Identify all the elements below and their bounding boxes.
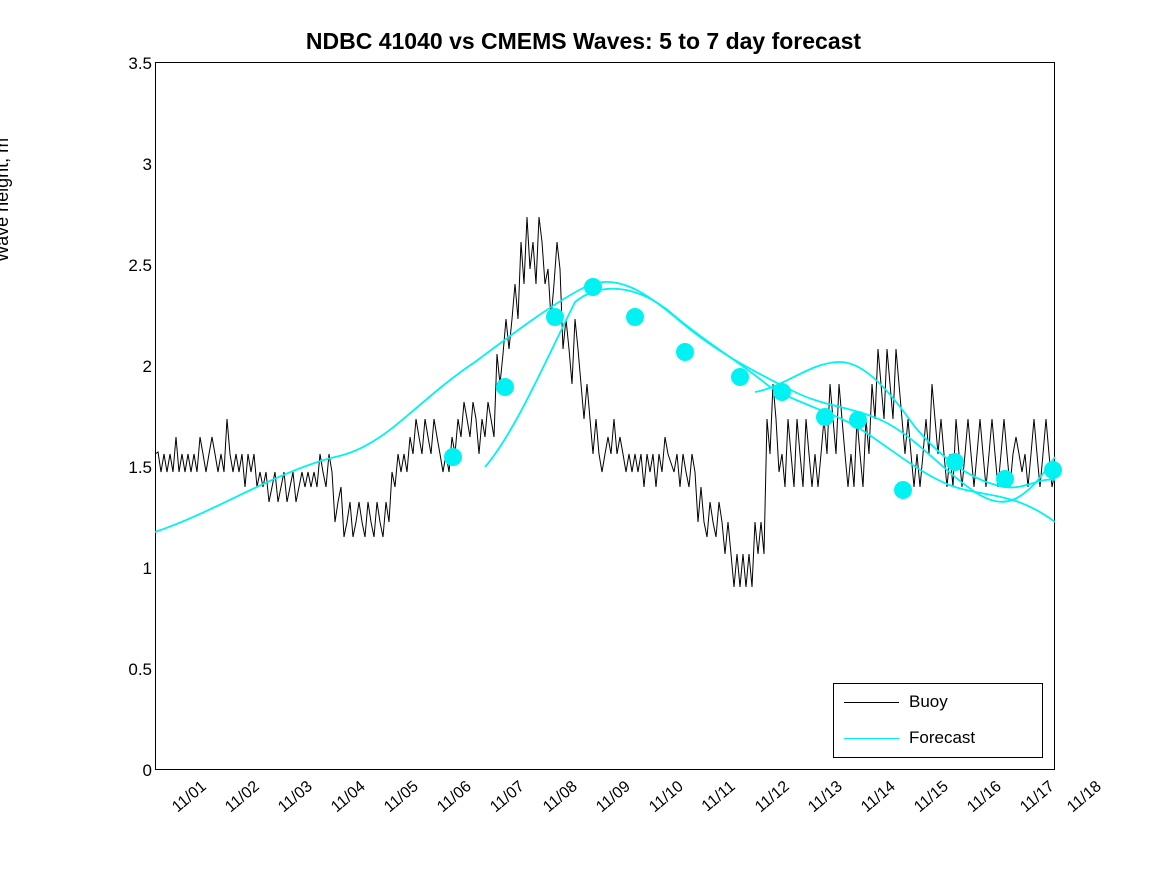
forecast-legend-line: [844, 738, 899, 739]
xtick-8: 11/09: [593, 778, 634, 817]
forecast-dot-5[interactable]: [676, 343, 694, 361]
forecast-legend-label: Forecast: [909, 728, 975, 748]
forecast-dot-13[interactable]: [1044, 461, 1062, 479]
forecast-dot-7[interactable]: [773, 383, 791, 401]
ytick-3.5: 3.5: [112, 54, 152, 74]
ytick-1.5: 1.5: [112, 458, 152, 478]
xtick-14: 11/15: [911, 778, 952, 817]
forecast-dot-9[interactable]: [849, 411, 867, 429]
forecast-dot-12[interactable]: [996, 470, 1014, 488]
xtick-10: 11/11: [699, 778, 739, 816]
chart-legend[interactable]: Buoy Forecast: [833, 683, 1043, 758]
legend-item-buoy[interactable]: Buoy: [834, 684, 1042, 720]
chart-title: NDBC 41040 vs CMEMS Waves: 5 to 7 day fo…: [0, 28, 1167, 55]
forecast-dot-8[interactable]: [816, 408, 834, 426]
xtick-2: 11/03: [275, 778, 316, 817]
forecast-dot-0[interactable]: [444, 448, 462, 466]
xtick-4: 11/05: [381, 778, 422, 817]
ytick-2: 2: [112, 357, 152, 377]
xtick-1: 11/02: [222, 778, 263, 817]
forecast-dot-10[interactable]: [894, 481, 912, 499]
xtick-7: 11/08: [540, 778, 581, 817]
wave-height-plot[interactable]: [155, 62, 1055, 770]
xtick-17: 11/18: [1064, 778, 1105, 817]
forecast-dot-6[interactable]: [731, 368, 749, 386]
forecast-dot-3[interactable]: [584, 278, 602, 296]
ytick-3: 3: [112, 155, 152, 175]
forecast-dot-1[interactable]: [496, 378, 514, 396]
forecast-curve-3[interactable]: [755, 362, 1055, 487]
xtick-11: 11/12: [752, 778, 793, 817]
forecast-curve-1[interactable]: [155, 282, 1055, 532]
buoy-series-line[interactable]: [155, 217, 1025, 587]
ytick-2.5: 2.5: [112, 256, 152, 276]
xtick-15: 11/16: [964, 778, 1005, 817]
buoy-legend-label: Buoy: [909, 692, 948, 712]
chart-container: NDBC 41040 vs CMEMS Waves: 5 to 7 day fo…: [0, 0, 1167, 875]
xtick-13: 11/14: [858, 778, 899, 817]
legend-item-forecast[interactable]: Forecast: [834, 720, 1042, 756]
xtick-16: 11/17: [1017, 778, 1058, 817]
xtick-0: 11/01: [169, 778, 210, 817]
xtick-6: 11/07: [487, 778, 528, 817]
y-axis-label: Wave height, m: [0, 70, 13, 330]
forecast-dot-2[interactable]: [546, 308, 564, 326]
ytick-1: 1: [112, 559, 152, 579]
forecast-dot-4[interactable]: [626, 308, 644, 326]
xtick-9: 11/10: [646, 778, 687, 817]
ytick-0.5: 0.5: [112, 660, 152, 680]
buoy-legend-line: [844, 702, 899, 703]
xtick-5: 11/06: [434, 778, 475, 817]
forecast-dot-11[interactable]: [946, 453, 964, 471]
xtick-12: 11/13: [805, 778, 846, 817]
ytick-0: 0: [112, 761, 152, 781]
xtick-3: 11/04: [328, 778, 369, 817]
